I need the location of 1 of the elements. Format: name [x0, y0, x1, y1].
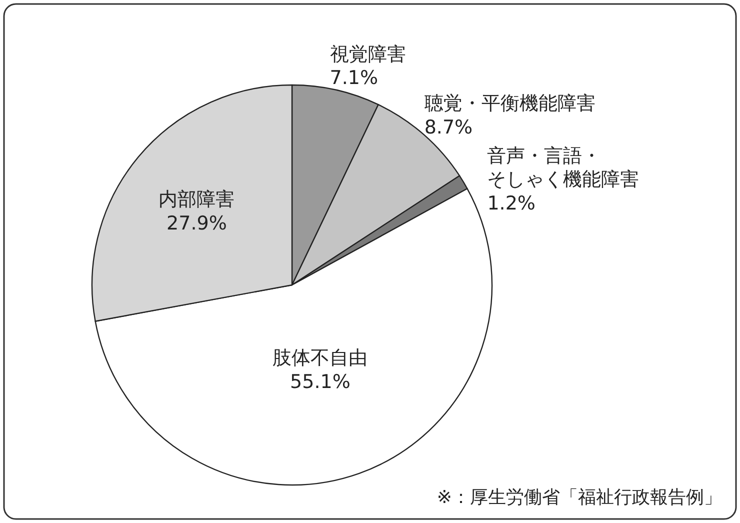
- annotation: ※：厚生労働省「福祉行政報告例」: [436, 487, 722, 508]
